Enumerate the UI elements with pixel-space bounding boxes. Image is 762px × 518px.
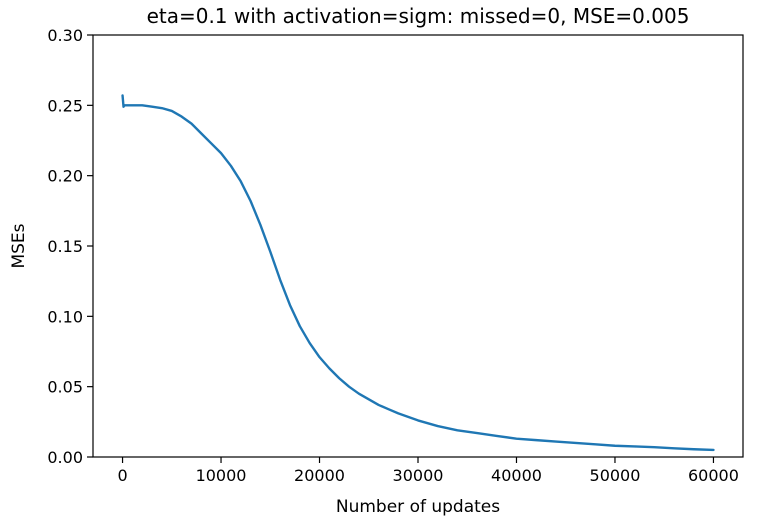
- x-tick-label: 50000: [590, 466, 641, 485]
- y-tick-label: 0.00: [47, 448, 83, 467]
- x-axis-label: Number of updates: [336, 497, 500, 517]
- y-tick-label: 0.25: [47, 96, 83, 115]
- x-tick-label: 20000: [294, 466, 345, 485]
- x-tick-label: 30000: [393, 466, 444, 485]
- x-axis: 0 10000 20000 30000 40000 50000 60000: [117, 457, 739, 485]
- y-axis: 0.00 0.05 0.10 0.15 0.20 0.25 0.30: [47, 26, 93, 467]
- series-line: [121, 94, 715, 452]
- y-tick-label: 0.20: [47, 167, 83, 186]
- plot-frame: [92, 34, 744, 458]
- y-tick-label: 0.10: [47, 307, 83, 326]
- y-tick-label: 0.05: [47, 378, 83, 397]
- x-tick-label: 0: [117, 466, 127, 485]
- y-axis-label: MSEs: [9, 223, 29, 268]
- y-tick-label: 0.15: [47, 237, 83, 256]
- y-tick-label: 0.30: [47, 26, 83, 45]
- x-tick-label: 60000: [688, 466, 739, 485]
- chart-title: eta=0.1 with activation=sigm: missed=0, …: [147, 4, 690, 28]
- x-tick-label: 10000: [196, 466, 247, 485]
- series-lines: [121, 94, 715, 452]
- x-tick-label: 40000: [491, 466, 542, 485]
